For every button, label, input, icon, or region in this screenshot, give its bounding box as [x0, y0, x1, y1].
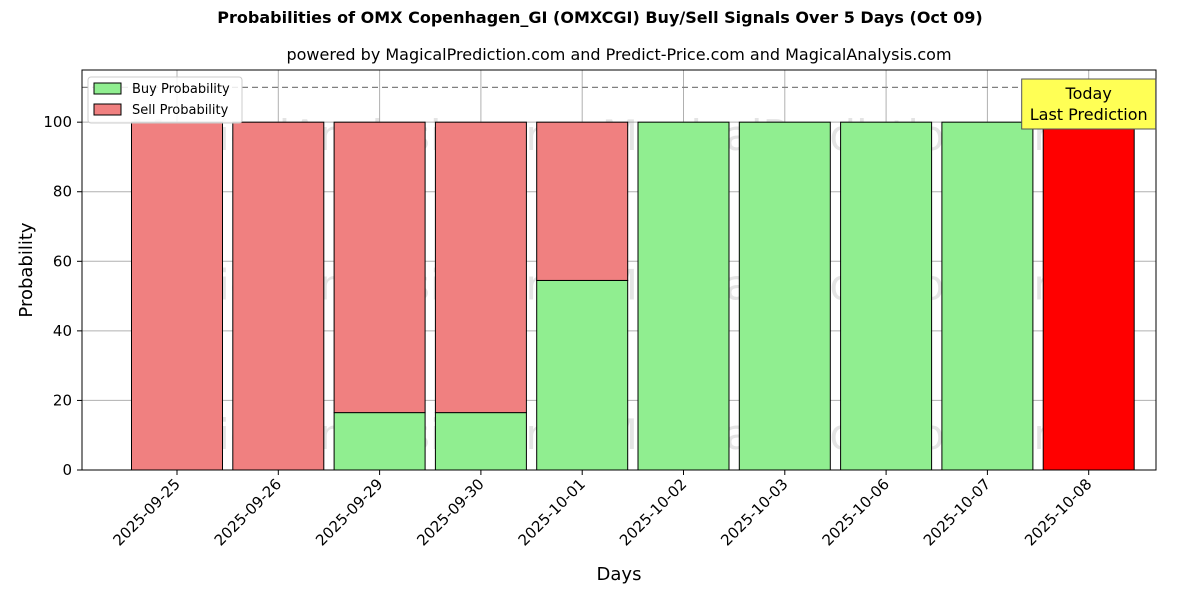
- sell-bar: [232, 121, 325, 471]
- x-axis: 2025-09-25 2025-09-26 2025-09-29 2025-09-30…: [109, 470, 1096, 549]
- annotation-box: [1021, 78, 1157, 130]
- x-tick-label: 2025-10-06: [819, 475, 893, 549]
- x-tick-label: 2025-10-02: [616, 475, 690, 549]
- annotation-text: Today: [1065, 84, 1112, 103]
- buy-bar: [637, 121, 730, 471]
- y-tick-label: 80: [53, 183, 72, 201]
- chart-title: Probabilities of OMX Copenhagen_GI (OMXC…: [217, 8, 983, 27]
- legend-swatch: [93, 103, 122, 116]
- bars: [131, 121, 1135, 471]
- chart-subtitle: powered by MagicalPrediction.com and Pre…: [286, 45, 952, 64]
- sell-bar: [333, 121, 426, 414]
- annotation-text: Last Prediction: [1030, 105, 1148, 124]
- annotation-group: Today Last Prediction: [1021, 78, 1157, 130]
- y-axis-label: Probability: [16, 222, 37, 317]
- y-tick-label: 20: [53, 391, 72, 409]
- y-tick-label: 0: [62, 461, 72, 479]
- buy-bar: [536, 279, 629, 471]
- y-tick-label: 40: [53, 322, 72, 340]
- x-tick-label: 2025-09-25: [109, 475, 183, 549]
- x-tick-label: 2025-09-26: [211, 475, 285, 549]
- sell-bar: [1042, 121, 1135, 471]
- legend: Buy Probability Sell Probability: [87, 76, 243, 124]
- x-tick-label: 2025-10-03: [717, 475, 791, 549]
- y-tick-label: 60: [53, 252, 72, 270]
- legend-label: Buy Probability: [132, 82, 230, 97]
- buy-bar: [434, 412, 527, 471]
- sell-bar: [434, 121, 527, 414]
- x-tick-label: 2025-09-30: [413, 475, 487, 549]
- x-tick-label: 2025-10-08: [1021, 475, 1095, 549]
- buy-bar: [941, 121, 1034, 471]
- legend-label: Sell Probability: [132, 103, 229, 118]
- sell-bar: [131, 121, 223, 471]
- x-tick-label: 2025-10-07: [920, 475, 994, 549]
- legend-swatch: [93, 82, 122, 95]
- x-axis-label: Days: [597, 564, 642, 585]
- legend-box: [87, 76, 243, 124]
- y-tick-label: 100: [43, 113, 72, 131]
- buy-bar: [840, 121, 933, 471]
- x-tick-label: 2025-09-29: [312, 475, 386, 549]
- buy-bar: [738, 121, 831, 471]
- buy-bar: [333, 412, 426, 471]
- sell-bar: [536, 121, 629, 281]
- y-axis: 0 20 40 60 80 100: [43, 113, 82, 479]
- plot-frame: [81, 69, 1157, 471]
- x-tick-label: 2025-10-01: [515, 475, 589, 549]
